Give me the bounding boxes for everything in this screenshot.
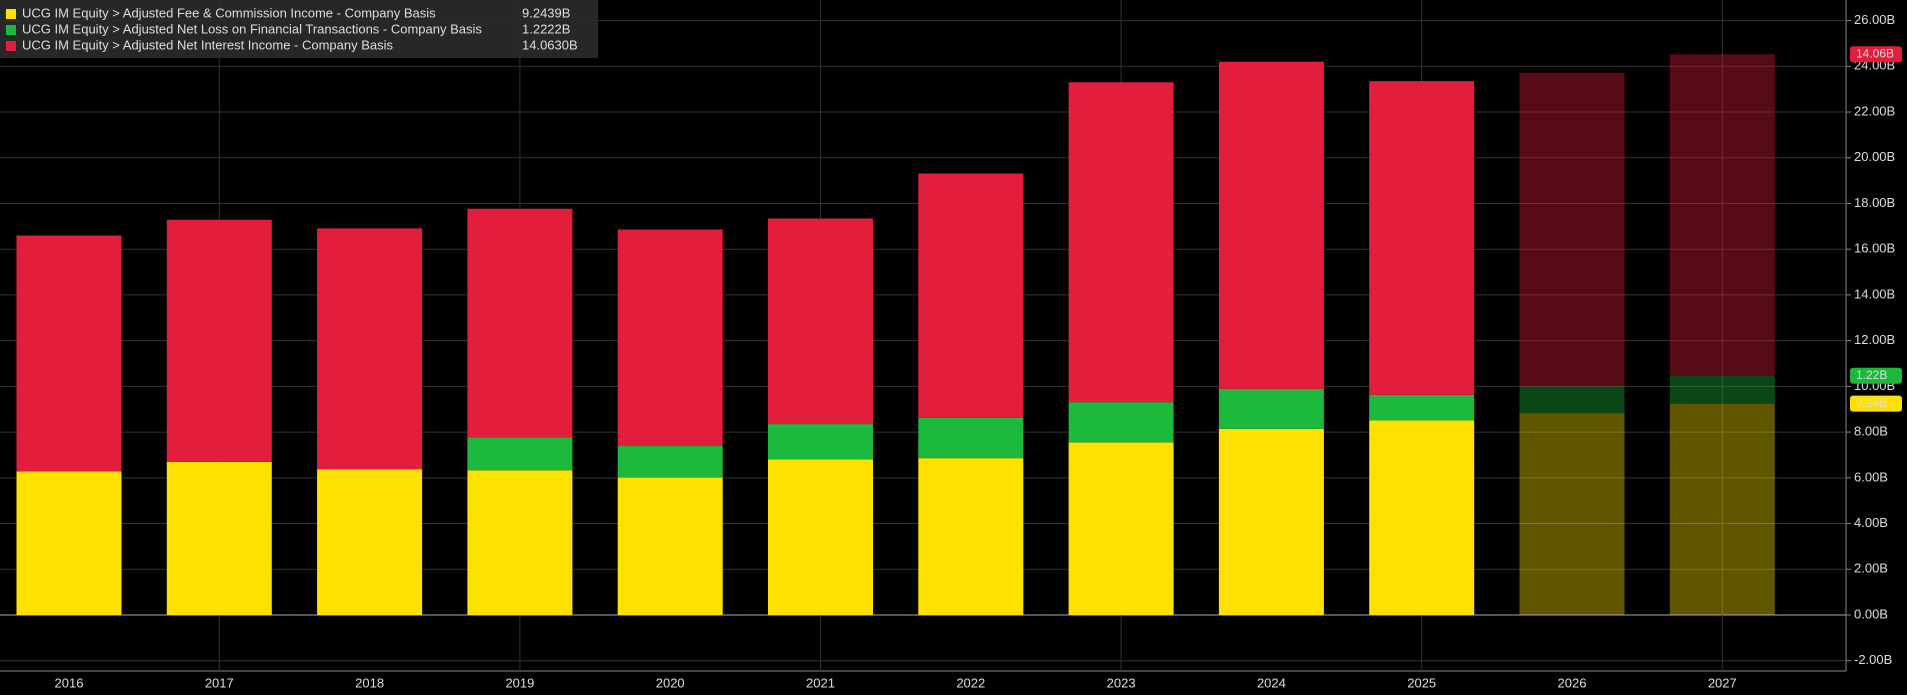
bar-segment [1218, 428, 1324, 615]
legend-value: 14.0630B [522, 37, 578, 52]
x-tick-label: 2020 [656, 675, 685, 690]
value-tag: 1.22B [1850, 367, 1902, 384]
value-tag: 9.24B [1850, 395, 1902, 412]
x-tick-label: 2022 [956, 675, 985, 690]
bar-segment [768, 459, 873, 615]
x-tick-label: 2024 [1257, 675, 1286, 690]
bar-segment [16, 471, 122, 615]
bar-segment [166, 461, 272, 615]
bar-segment [1218, 61, 1324, 389]
bar-segment [1519, 386, 1625, 414]
bar-segment [1669, 403, 1775, 615]
bar-segment [768, 424, 873, 460]
x-tick-label: 2027 [1708, 675, 1737, 690]
value-tag: 14.06B [1850, 46, 1902, 63]
y-tick-label: 22.00B [1854, 103, 1895, 118]
legend-value: 9.2439B [522, 5, 570, 20]
value-tag-label: 9.24B [1856, 396, 1887, 410]
value-tag-label: 14.06B [1856, 46, 1894, 60]
bar-segment [317, 469, 423, 615]
legend-label: UCG IM Equity > Adjusted Net Interest In… [22, 37, 394, 52]
bar-segment [768, 218, 873, 425]
bar-segment [918, 173, 1024, 418]
x-tick-label: 2017 [205, 675, 234, 690]
bar-segment [1519, 413, 1625, 615]
legend-label: UCG IM Equity > Adjusted Fee & Commissio… [22, 5, 436, 20]
value-tag-box [1850, 46, 1902, 63]
bar-segment [617, 446, 723, 478]
bar-segment [918, 458, 1024, 615]
y-tick-label: 2.00B [1854, 561, 1888, 576]
y-tick-label: 18.00B [1854, 195, 1895, 210]
y-tick-label: 4.00B [1854, 515, 1888, 530]
x-tick-label: 2025 [1407, 675, 1436, 690]
bar-segment [467, 437, 573, 471]
bar-segment [467, 208, 573, 438]
legend-swatch [6, 41, 16, 51]
bar-segment [1369, 420, 1475, 615]
legend-swatch [6, 25, 16, 35]
bar-segment [1068, 82, 1174, 403]
x-tick-label: 2021 [806, 675, 835, 690]
legend-label: UCG IM Equity > Adjusted Net Loss on Fin… [22, 21, 482, 36]
bar-segment [918, 417, 1024, 459]
y-tick-label: 12.00B [1854, 332, 1895, 347]
value-tag-box [1850, 367, 1902, 384]
x-tick-label: 2023 [1107, 675, 1136, 690]
bar-segment [1369, 81, 1475, 395]
bar-segment [166, 219, 272, 462]
y-tick-label: 14.00B [1854, 286, 1895, 301]
legend-swatch [6, 9, 16, 19]
bar-segment [317, 228, 423, 470]
bar-segment [1369, 394, 1475, 421]
y-tick-label: 6.00B [1854, 469, 1888, 484]
legend-value: 1.2222B [522, 21, 570, 36]
bar-segment [1068, 402, 1174, 443]
bar-segment [617, 477, 723, 615]
bar-segment [1068, 442, 1174, 615]
y-tick-label: 16.00B [1854, 241, 1895, 256]
legend-box [0, 0, 598, 58]
x-tick-label: 2026 [1558, 675, 1587, 690]
x-tick-label: 2016 [55, 675, 84, 690]
y-tick-label: 26.00B [1854, 12, 1895, 27]
bar-segment [467, 470, 573, 615]
value-tag-box [1850, 395, 1902, 412]
bar-segment [1218, 388, 1324, 429]
bar-segment [1669, 375, 1775, 404]
y-tick-label: -2.00B [1854, 652, 1892, 667]
x-tick-label: 2018 [355, 675, 384, 690]
bar-segment [16, 235, 122, 472]
y-tick-label: 0.00B [1854, 606, 1888, 621]
bar-segment [617, 229, 723, 447]
bar-segment [1519, 72, 1625, 387]
x-tick-label: 2019 [505, 675, 534, 690]
value-tag-label: 1.22B [1856, 368, 1887, 382]
y-tick-label: 8.00B [1854, 424, 1888, 439]
y-tick-label: 20.00B [1854, 149, 1895, 164]
bar-segment [1669, 54, 1775, 376]
